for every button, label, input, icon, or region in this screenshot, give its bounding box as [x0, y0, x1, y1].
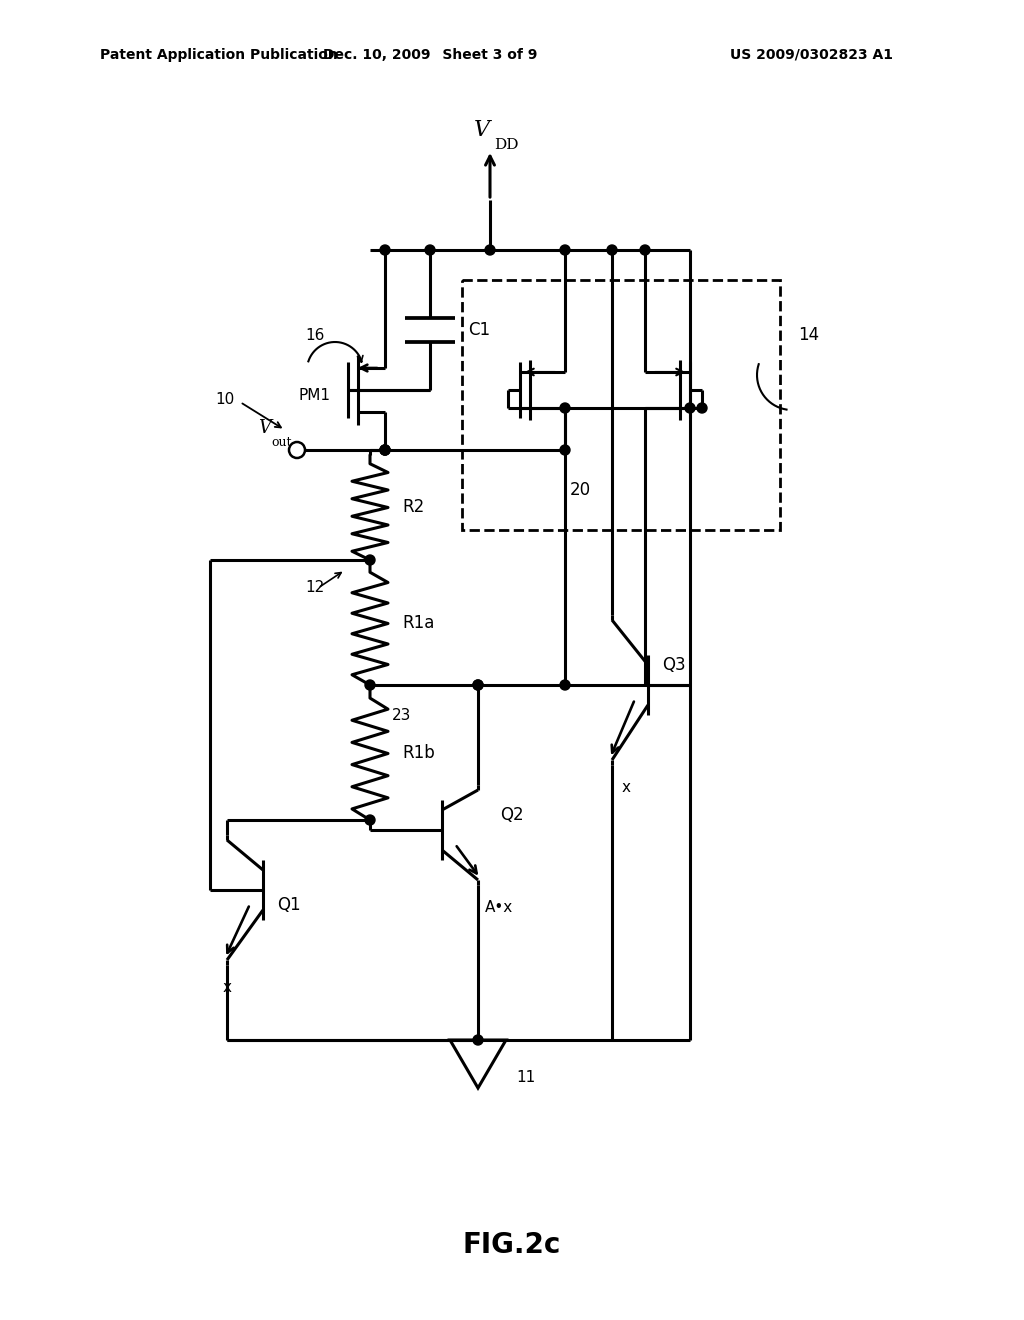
Circle shape	[365, 554, 375, 565]
Text: FIG.2c: FIG.2c	[463, 1232, 561, 1259]
Circle shape	[425, 246, 435, 255]
Circle shape	[685, 403, 695, 413]
Text: Q3: Q3	[662, 656, 686, 675]
Text: Q2: Q2	[500, 807, 523, 824]
Text: C1: C1	[468, 321, 490, 339]
Circle shape	[380, 246, 390, 255]
Text: PM1: PM1	[298, 388, 330, 403]
Bar	[462, 280, 780, 531]
Text: 14: 14	[798, 326, 819, 345]
Circle shape	[607, 246, 617, 255]
Circle shape	[473, 680, 483, 690]
Circle shape	[560, 445, 570, 455]
Circle shape	[365, 680, 375, 690]
Circle shape	[380, 445, 390, 455]
Text: 10: 10	[215, 392, 234, 408]
Text: 12: 12	[305, 581, 325, 595]
Text: Dec. 10, 2009  Sheet 3 of 9: Dec. 10, 2009 Sheet 3 of 9	[323, 48, 538, 62]
Circle shape	[485, 246, 495, 255]
Text: 16: 16	[305, 327, 325, 342]
Text: 23: 23	[392, 708, 412, 722]
Text: DD: DD	[494, 139, 518, 152]
Text: 20: 20	[570, 480, 591, 499]
Circle shape	[380, 445, 390, 455]
Text: 11: 11	[516, 1071, 536, 1085]
Circle shape	[473, 680, 483, 690]
Circle shape	[473, 1035, 483, 1045]
Text: Q1: Q1	[278, 896, 301, 913]
Circle shape	[560, 403, 570, 413]
Circle shape	[560, 680, 570, 690]
Circle shape	[560, 246, 570, 255]
Text: out: out	[271, 436, 292, 449]
Text: x: x	[223, 981, 232, 995]
Text: US 2009/0302823 A1: US 2009/0302823 A1	[730, 48, 893, 62]
Text: x: x	[622, 780, 631, 796]
Text: A•x: A•x	[485, 900, 513, 916]
Circle shape	[697, 403, 707, 413]
Text: Patent Application Publication: Patent Application Publication	[100, 48, 338, 62]
Text: R1a: R1a	[402, 614, 434, 632]
Circle shape	[380, 445, 390, 455]
Text: V: V	[474, 119, 490, 141]
Circle shape	[365, 814, 375, 825]
Text: R2: R2	[402, 498, 424, 516]
Text: V: V	[258, 418, 271, 437]
Text: R1b: R1b	[402, 744, 435, 762]
Circle shape	[640, 246, 650, 255]
